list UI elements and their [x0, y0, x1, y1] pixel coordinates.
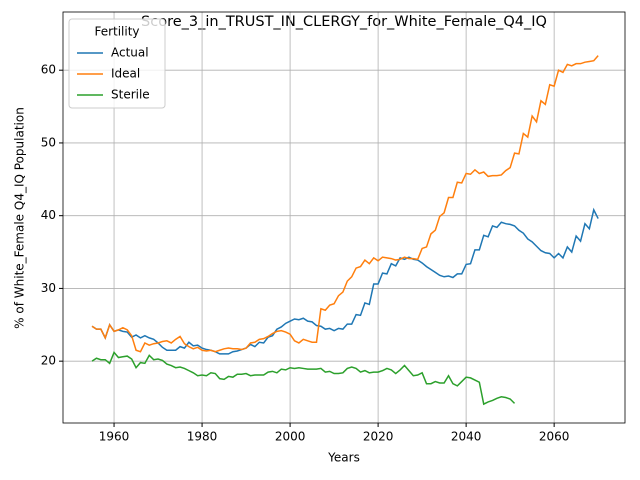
x-axis-label: Years: [327, 451, 360, 465]
y-tick-label: 40: [41, 208, 56, 222]
series-line: [91, 207, 599, 355]
legend-label: Ideal: [111, 67, 140, 81]
legend-label: Sterile: [111, 88, 150, 102]
x-tick-label: 2020: [363, 430, 394, 444]
x-tick-label: 2040: [451, 430, 482, 444]
y-tick-label: 50: [41, 135, 56, 149]
series-line: [91, 351, 516, 406]
chart-title: Score_3_in_TRUST_IN_CLERGY_for_White_Fem…: [141, 14, 547, 30]
y-axis-label: % of White_Female Q4_IQ Population: [13, 107, 27, 329]
legend-title: Fertility: [94, 25, 139, 39]
series-line: [91, 55, 599, 353]
x-tick-label: 2060: [539, 430, 570, 444]
x-tick-label: 2000: [275, 430, 306, 444]
y-tick-label: 60: [41, 63, 56, 77]
y-tick-label: 30: [41, 281, 56, 295]
x-tick-label: 1960: [99, 430, 130, 444]
plot-frame: [62, 11, 626, 424]
legend-box: [68, 18, 166, 109]
y-tick-label: 20: [41, 354, 56, 368]
x-tick-label: 1980: [187, 430, 218, 444]
legend-label: Actual: [111, 46, 149, 60]
